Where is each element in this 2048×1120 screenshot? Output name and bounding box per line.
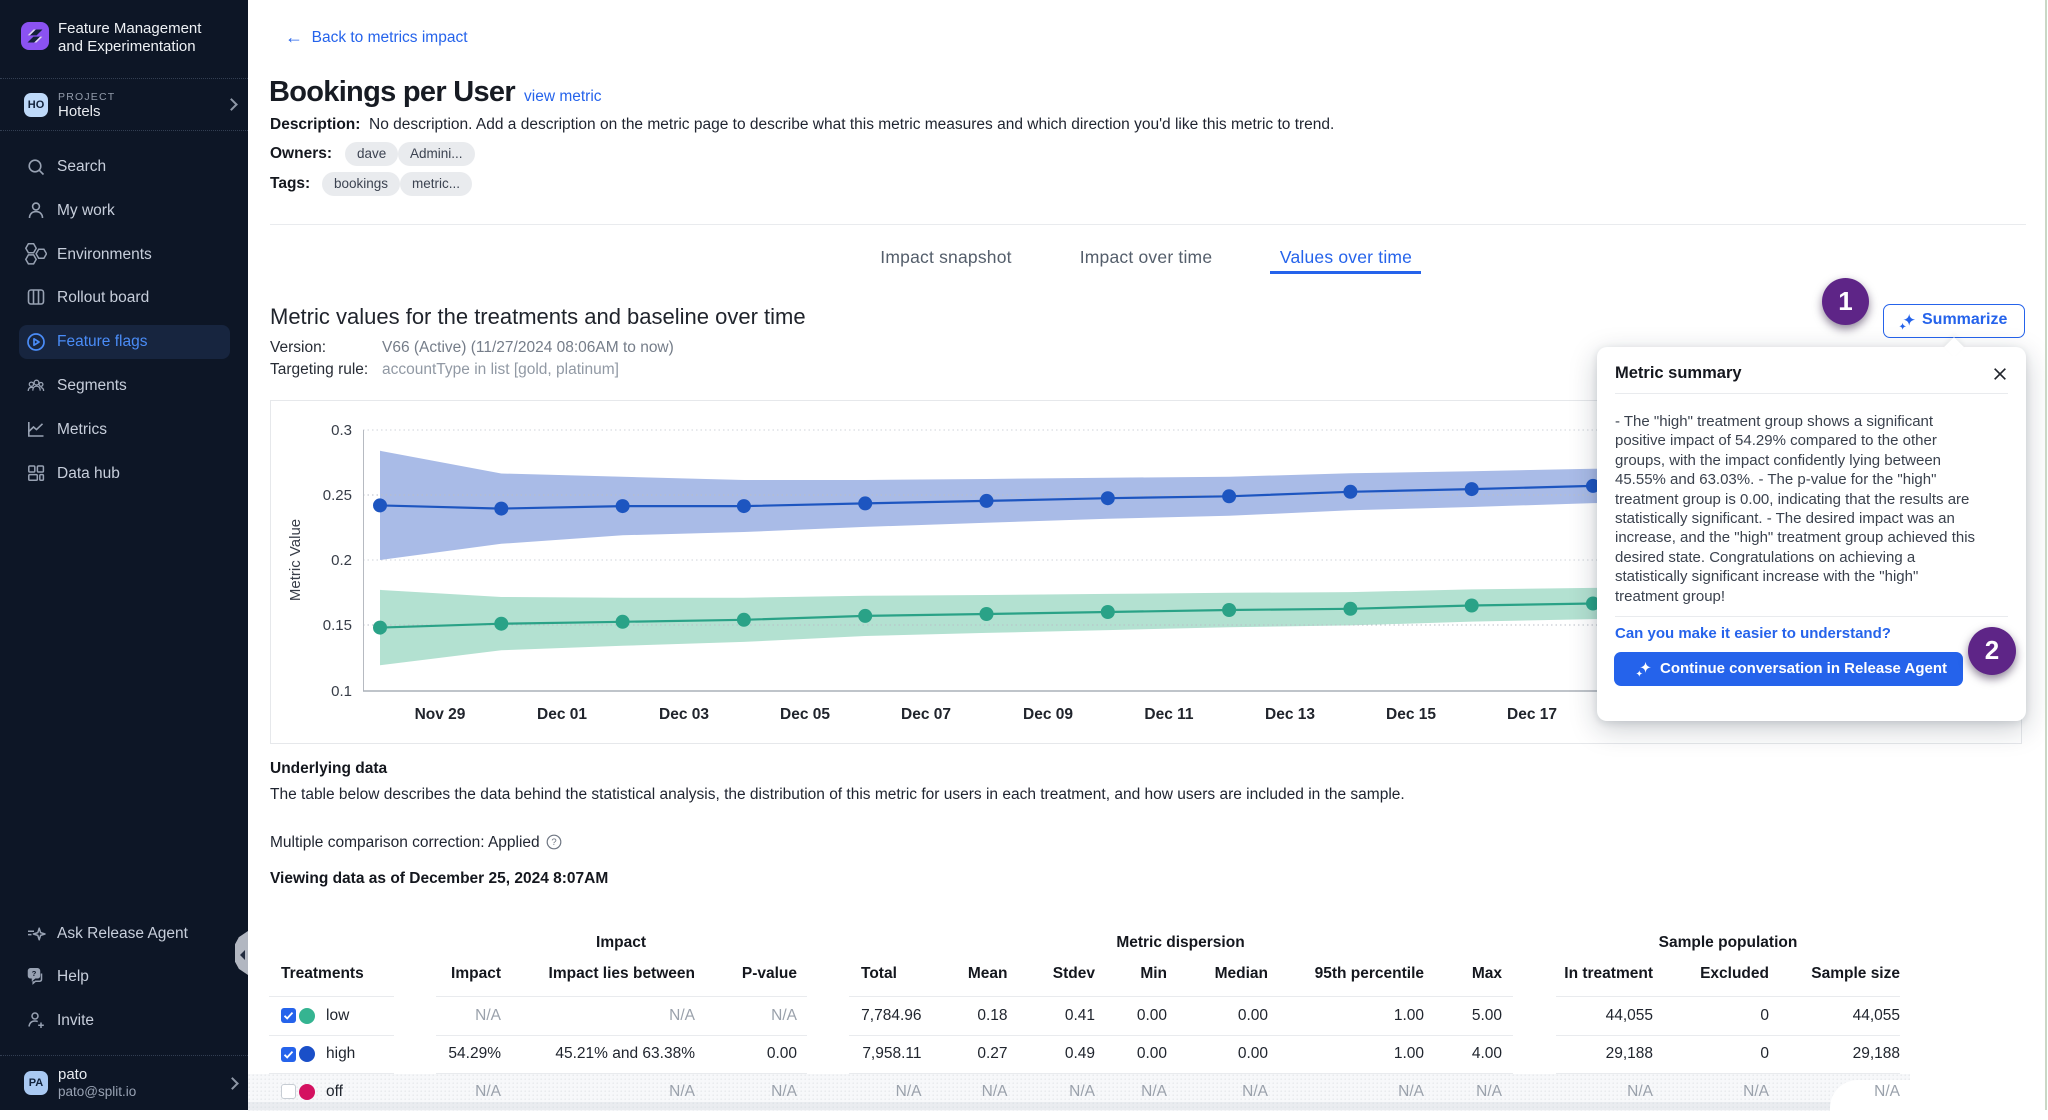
svg-text:0.1: 0.1 [331,683,352,700]
svg-text:0.15: 0.15 [323,617,352,634]
svg-text:Dec 15: Dec 15 [1386,706,1436,723]
svg-text:Dec 05: Dec 05 [780,706,830,723]
svg-text:Dec 13: Dec 13 [1265,706,1315,723]
svg-text:?: ? [32,969,37,978]
svg-text:0.25: 0.25 [323,487,352,504]
svg-text:Dec 11: Dec 11 [1144,706,1194,723]
svg-text:0.3: 0.3 [331,422,352,439]
svg-text:0.2: 0.2 [331,552,352,569]
svg-text:Dec 03: Dec 03 [659,706,709,723]
svg-text:?: ? [551,837,556,848]
svg-text:Dec 17: Dec 17 [1507,706,1557,723]
svg-text:Dec 07: Dec 07 [901,706,951,723]
svg-text:Dec 09: Dec 09 [1023,706,1073,723]
svg-text:Dec 01: Dec 01 [537,706,587,723]
svg-text:Nov 29: Nov 29 [415,706,466,723]
svg-text:Metric Value: Metric Value [287,519,304,601]
